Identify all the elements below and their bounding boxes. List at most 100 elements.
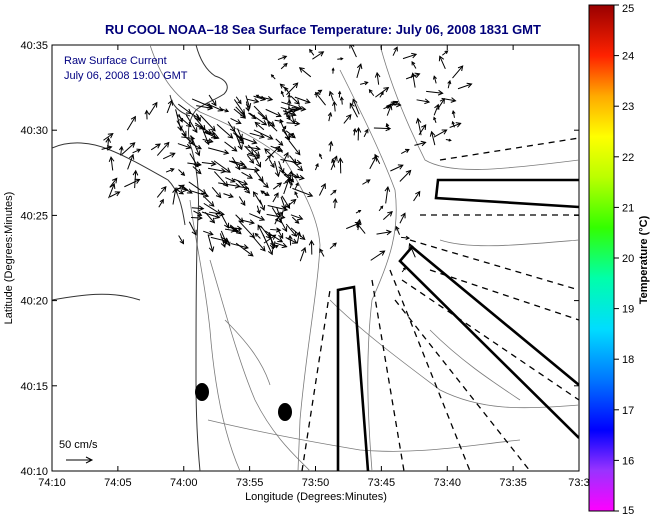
- current-vector: [274, 160, 281, 178]
- current-vector: [274, 242, 288, 249]
- current-vector: [395, 225, 401, 235]
- bathymetry-contours: [149, 45, 579, 471]
- current-vector: [188, 221, 197, 236]
- current-vector: [337, 90, 342, 98]
- current-vector: [191, 215, 203, 221]
- current-vector: [319, 153, 323, 160]
- current-vector: [208, 94, 217, 107]
- current-vector: [227, 121, 236, 133]
- current-vector: [216, 124, 234, 139]
- current-vector: [309, 48, 315, 56]
- current-vector: [208, 147, 230, 155]
- annotation-line-2: July 06, 2008 19:00 GMT: [64, 70, 188, 82]
- current-vector: [312, 51, 325, 60]
- current-vector: [207, 167, 227, 174]
- colorbar-tick-label: 22: [622, 152, 634, 164]
- colorbar-tick-label: 15: [622, 505, 634, 517]
- current-vector: [202, 195, 215, 207]
- radial-lines: [301, 137, 579, 471]
- current-vector: [294, 96, 311, 104]
- current-vector: [193, 115, 206, 131]
- current-vector: [253, 95, 267, 102]
- current-vector: [290, 95, 301, 105]
- current-vector: [378, 205, 384, 212]
- current-vector: [283, 177, 291, 195]
- current-vector: [259, 95, 274, 102]
- y-tick-label: 40:15: [20, 381, 48, 393]
- chart-title: RU COOL NOAA–18 Sea Surface Temperature:…: [105, 22, 541, 37]
- y-axis-label: Latitude (Degrees:Minutes): [3, 192, 15, 325]
- current-vector: [433, 116, 437, 123]
- current-vector: [447, 79, 452, 89]
- current-vector: [201, 211, 221, 220]
- current-vector: [392, 46, 398, 56]
- current-vector: [213, 160, 231, 173]
- current-vector: [390, 164, 404, 172]
- y-tick-label: 40:20: [20, 296, 48, 308]
- current-vector: [188, 181, 207, 195]
- current-vector: [384, 186, 391, 204]
- current-vector: [379, 91, 384, 98]
- scale-label: 50 cm/s: [59, 439, 98, 451]
- current-vector: [108, 156, 115, 171]
- current-vector: [267, 121, 278, 132]
- current-vector: [245, 95, 252, 109]
- current-vector: [375, 86, 390, 98]
- current-vector: [386, 101, 396, 107]
- current-vector: [438, 55, 446, 70]
- current-vector: [238, 196, 246, 207]
- current-vector: [192, 143, 202, 150]
- current-vector: [201, 160, 217, 167]
- colorbar-title: Temperature (°C): [638, 215, 650, 304]
- colorbar-tick-label: 17: [622, 405, 634, 417]
- current-vector: [144, 109, 150, 120]
- current-vector: [376, 229, 392, 236]
- y-axis: 40:35 40:30 40:25 40:20 40:15 40:10: [20, 40, 579, 478]
- current-vector: [246, 154, 255, 164]
- shipping-lanes: [336, 178, 579, 471]
- current-vector: [370, 250, 386, 261]
- current-vector: [369, 155, 377, 170]
- colorbar-ticks: 25 24 23 22 21 20 19 18 17 16 15: [614, 3, 634, 517]
- x-tick-label: 74:00: [170, 477, 198, 489]
- current-vector: [235, 96, 242, 105]
- current-vector: [332, 198, 338, 209]
- current-vector: [337, 157, 344, 174]
- current-vector: [148, 101, 158, 116]
- current-vector: [433, 103, 440, 116]
- current-vector: [177, 143, 192, 150]
- current-vector: [191, 98, 213, 109]
- current-vector: [187, 161, 202, 168]
- current-vector: [280, 90, 285, 97]
- current-vector: [328, 140, 334, 152]
- current-vector: [172, 187, 178, 205]
- current-vector: [401, 266, 406, 273]
- current-vector: [241, 171, 253, 179]
- current-vector: [264, 148, 275, 158]
- x-tick-label: 73:3: [568, 477, 589, 489]
- current-vector: [359, 81, 369, 86]
- current-vector: [330, 189, 337, 196]
- current-vector: [280, 196, 287, 211]
- current-vector: [279, 83, 289, 92]
- current-vector: [332, 100, 338, 112]
- current-vector: [249, 112, 268, 126]
- current-vector: [314, 91, 326, 106]
- current-vector: [105, 137, 112, 151]
- colorbar-tick-label: 24: [622, 51, 634, 63]
- current-vector: [295, 231, 302, 244]
- current-vector: [233, 99, 246, 115]
- current-vector: [275, 138, 284, 146]
- current-vector: [166, 99, 174, 114]
- current-vector: [270, 74, 276, 80]
- current-vector: [269, 145, 281, 157]
- current-vector: [331, 67, 335, 74]
- current-vector: [259, 199, 266, 211]
- current-vector: [235, 242, 254, 257]
- current-vector: [285, 237, 298, 244]
- current-vector: [193, 210, 203, 216]
- current-vector: [281, 129, 291, 140]
- current-vector: [233, 178, 249, 186]
- current-vector: [414, 140, 427, 147]
- current-vector: [121, 142, 136, 155]
